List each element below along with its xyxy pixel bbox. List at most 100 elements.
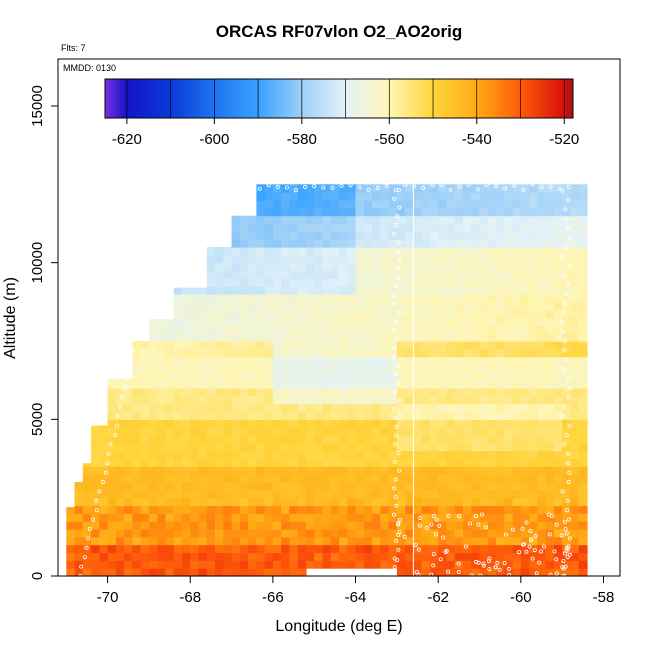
heatmap-cell <box>504 254 514 264</box>
colorbar-swatch <box>408 79 412 118</box>
heatmap-cell <box>413 474 423 483</box>
heatmap-cell <box>504 301 514 311</box>
colorbar-swatch <box>205 79 209 118</box>
heatmap-cell <box>520 403 530 413</box>
heatmap-cell <box>190 450 200 460</box>
heatmap-cell <box>520 489 530 499</box>
heatmap-cell <box>206 489 216 499</box>
heatmap-cell <box>413 395 423 405</box>
heatmap-cell <box>256 419 266 428</box>
heatmap-cell <box>231 568 241 577</box>
heatmap-cell <box>438 474 448 483</box>
heatmap-cell <box>223 309 233 319</box>
observation-point <box>529 537 534 542</box>
heatmap-cell <box>396 403 406 413</box>
heatmap-cell <box>512 200 522 209</box>
heatmap-cell <box>347 325 357 334</box>
heatmap-cell <box>132 513 142 522</box>
heatmap-cell <box>363 364 373 373</box>
observation-point <box>522 542 527 547</box>
heatmap-cell <box>363 489 373 499</box>
heatmap-cell <box>124 482 133 491</box>
heatmap-cell <box>562 231 571 240</box>
heatmap-cell <box>256 560 266 569</box>
observation-point <box>393 477 398 482</box>
observation-point <box>128 357 133 362</box>
heatmap-cell <box>520 247 530 256</box>
heatmap-cell <box>396 419 406 428</box>
heatmap-cell <box>504 262 514 272</box>
heatmap-cell <box>570 435 580 444</box>
heatmap-cell <box>115 442 125 452</box>
observation-point <box>562 348 567 353</box>
heatmap-cell <box>578 395 588 405</box>
heatmap-cell <box>429 466 439 475</box>
heatmap-cell <box>355 341 365 350</box>
heatmap-cell <box>380 544 390 554</box>
heatmap-cell <box>504 521 514 530</box>
heatmap-cell <box>454 395 464 405</box>
heatmap-cell <box>305 231 315 240</box>
heatmap-cell <box>578 552 588 561</box>
heatmap-cell <box>496 184 505 193</box>
heatmap-cell <box>223 294 233 303</box>
heatmap-cell <box>388 442 398 452</box>
heatmap-cell <box>496 200 505 209</box>
heatmap-cell <box>190 458 200 467</box>
heatmap-cell <box>215 380 224 389</box>
heatmap-cell <box>479 223 489 232</box>
heatmap-cell <box>413 278 423 287</box>
heatmap-cell <box>446 239 456 248</box>
heatmap-cell <box>504 231 514 240</box>
heatmap-cell <box>570 497 580 507</box>
heatmap-cell <box>454 544 464 554</box>
heatmap-cell <box>380 388 390 397</box>
heatmap-cell <box>148 552 158 561</box>
heatmap-cell <box>115 466 125 475</box>
heatmap-cell <box>380 513 390 522</box>
heatmap-cell <box>388 262 398 272</box>
heatmap-cell <box>537 231 547 240</box>
heatmap-cell <box>82 482 92 491</box>
heatmap-cell <box>537 435 547 444</box>
heatmap-cell <box>322 317 332 326</box>
heatmap-cell <box>297 270 307 279</box>
heatmap-cell <box>429 482 439 491</box>
heatmap-cell <box>471 317 481 326</box>
heatmap-cell <box>190 482 200 491</box>
heatmap-cell <box>314 223 324 232</box>
heatmap-cell <box>215 544 224 554</box>
heatmap-cell <box>570 200 580 209</box>
heatmap-cell <box>529 466 538 475</box>
heatmap-cell <box>256 317 266 326</box>
heatmap-cell <box>322 301 332 311</box>
heatmap-cell <box>520 466 530 475</box>
heatmap-cell <box>206 262 216 272</box>
heatmap-cell <box>429 395 439 405</box>
heatmap-cell <box>140 568 150 577</box>
heatmap-cell <box>165 489 175 499</box>
heatmap-cell <box>148 364 158 373</box>
colorbar-swatch <box>177 79 180 118</box>
heatmap-cell <box>405 411 414 420</box>
heatmap-cell <box>330 380 340 389</box>
colorbar-swatch <box>142 79 145 118</box>
heatmap-cell <box>355 489 365 499</box>
heatmap-cell <box>297 294 307 303</box>
heatmap-cell <box>372 325 381 334</box>
y-tick-label: 15000 <box>29 85 46 127</box>
heatmap-cell <box>372 388 381 397</box>
heatmap-cell <box>405 395 414 405</box>
heatmap-cell <box>421 466 431 475</box>
observation-point <box>521 187 526 192</box>
heatmap-cell <box>496 474 505 483</box>
heatmap-cell <box>305 364 315 373</box>
heatmap-cell <box>405 286 414 295</box>
heatmap-cell <box>520 552 530 561</box>
heatmap-cell <box>140 466 150 475</box>
heatmap-cell <box>570 341 580 350</box>
heatmap-cell <box>107 388 117 397</box>
heatmap-cell <box>413 529 423 538</box>
heatmap-cell <box>140 442 150 452</box>
y-tick-label: 5000 <box>29 403 46 436</box>
